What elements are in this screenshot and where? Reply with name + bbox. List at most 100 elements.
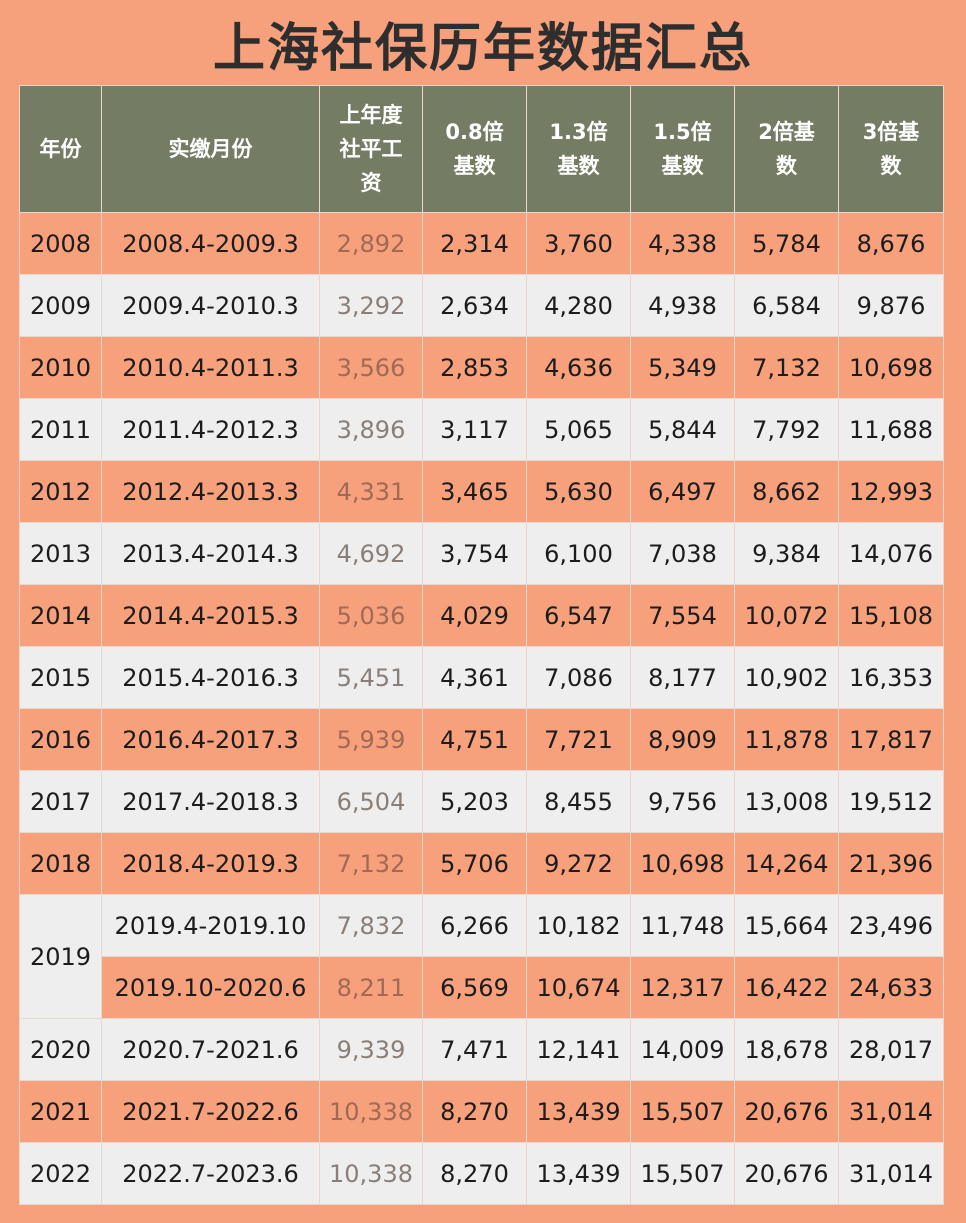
avg-wage-cell: 3,566 [319,336,423,399]
base-3x-cell: 11,688 [838,398,944,461]
table-row: 2020 2020.7-2021.6 9,339 7,471 12,141 14… [19,1018,944,1081]
year-cell: 2010 [19,336,102,399]
base-1-5x-cell: 12,317 [630,956,735,1019]
base-2x-cell: 13,008 [734,770,839,833]
period-cell: 2014.4-2015.3 [101,584,320,647]
base-3x-cell: 15,108 [838,584,944,647]
avg-wage-cell: 4,331 [319,460,423,523]
base-3x-cell: 16,353 [838,646,944,709]
year-cell: 2016 [19,708,102,771]
period-cell: 2018.4-2019.3 [101,832,320,895]
base-3x-cell: 12,993 [838,460,944,523]
table-row: 2009 2009.4-2010.3 3,292 2,634 4,280 4,9… [19,274,944,337]
period-cell: 2009.4-2010.3 [101,274,320,337]
table-row: 2018 2018.4-2019.3 7,132 5,706 9,272 10,… [19,832,944,895]
table-row: 2015 2015.4-2016.3 5,451 4,361 7,086 8,1… [19,646,944,709]
period-cell: 2019.10-2020.6 [101,956,320,1019]
base-1-5x-cell: 8,177 [630,646,735,709]
base-1-3x-cell: 10,674 [526,956,631,1019]
base-1-3x-cell: 13,439 [526,1080,631,1143]
table-row: 2021 2021.7-2022.6 10,338 8,270 13,439 1… [19,1080,944,1143]
base-1-5x-cell: 6,497 [630,460,735,523]
base-3x-cell: 9,876 [838,274,944,337]
avg-wage-cell: 3,896 [319,398,423,461]
base-3x-cell: 14,076 [838,522,944,585]
base-2x-cell: 20,676 [734,1080,839,1143]
avg-wage-cell: 5,939 [319,708,423,771]
base-1-5x-cell: 5,349 [630,336,735,399]
base-0-8x-cell: 3,465 [422,460,527,523]
period-cell: 2019.4-2019.10 [101,894,320,957]
base-0-8x-cell: 7,471 [422,1018,527,1081]
base-0-8x-cell: 6,266 [422,894,527,957]
base-0-8x-cell: 3,117 [422,398,527,461]
base-1-3x-cell: 7,721 [526,708,631,771]
base-1-5x-cell: 11,748 [630,894,735,957]
year-cell: 2013 [19,522,102,585]
base-1-3x-cell: 5,065 [526,398,631,461]
base-3x-cell: 31,014 [838,1080,944,1143]
base-0-8x-cell: 4,029 [422,584,527,647]
base-2x-cell: 9,384 [734,522,839,585]
base-1-5x-cell: 4,338 [630,212,735,275]
avg-wage-cell: 8,211 [319,956,423,1019]
base-0-8x-cell: 4,751 [422,708,527,771]
base-0-8x-cell: 2,314 [422,212,527,275]
avg-wage-cell: 10,338 [319,1080,423,1143]
base-1-5x-cell: 4,938 [630,274,735,337]
table-row: 2019.10-2020.6 8,211 6,569 10,674 12,317… [20,956,944,1019]
header-1-3x: 1.3倍基数 [526,85,631,213]
base-2x-cell: 10,902 [734,646,839,709]
avg-wage-cell: 7,132 [319,832,423,895]
avg-wage-cell: 2,892 [319,212,423,275]
base-0-8x-cell: 5,706 [422,832,527,895]
base-2x-cell: 14,264 [734,832,839,895]
avg-wage-cell: 5,036 [319,584,423,647]
base-1-3x-cell: 6,547 [526,584,631,647]
base-0-8x-cell: 8,270 [422,1080,527,1143]
base-2x-cell: 20,676 [734,1142,839,1205]
base-3x-cell: 21,396 [838,832,944,895]
table-row: 2022 2022.7-2023.6 10,338 8,270 13,439 1… [19,1142,944,1205]
base-0-8x-cell: 3,754 [422,522,527,585]
base-3x-cell: 31,014 [838,1142,944,1205]
base-1-5x-cell: 10,698 [630,832,735,895]
year-cell: 2020 [19,1018,102,1081]
year-cell: 2008 [19,212,102,275]
base-1-5x-cell: 7,038 [630,522,735,585]
base-1-5x-cell: 15,507 [630,1142,735,1205]
period-cell: 2010.4-2011.3 [101,336,320,399]
base-2x-cell: 18,678 [734,1018,839,1081]
table-row: 2014 2014.4-2015.3 5,036 4,029 6,547 7,5… [19,584,944,647]
year-cell: 2009 [19,274,102,337]
year-cell: 2017 [19,770,102,833]
period-cell: 2015.4-2016.3 [101,646,320,709]
table-row: 2010 2010.4-2011.3 3,566 2,853 4,636 5,3… [19,336,944,399]
base-0-8x-cell: 6,569 [422,956,527,1019]
base-2x-cell: 15,664 [734,894,839,957]
period-cell: 2020.7-2021.6 [101,1018,320,1081]
base-3x-cell: 17,817 [838,708,944,771]
table-row: 2016 2016.4-2017.3 5,939 4,751 7,721 8,9… [19,708,944,771]
base-2x-cell: 11,878 [734,708,839,771]
period-cell: 2022.7-2023.6 [101,1142,320,1205]
base-1-5x-cell: 15,507 [630,1080,735,1143]
avg-wage-cell: 6,504 [319,770,423,833]
table-row: 2008 2008.4-2009.3 2,892 2,314 3,760 4,3… [19,212,944,275]
header-0-8x: 0.8倍基数 [422,85,527,213]
base-0-8x-cell: 4,361 [422,646,527,709]
header-avg-wage: 上年度社平工资 [319,85,423,213]
year-cell: 2011 [19,398,102,461]
base-2x-cell: 10,072 [734,584,839,647]
base-1-3x-cell: 8,455 [526,770,631,833]
year-cell: 2014 [19,584,102,647]
year-cell: 2012 [19,460,102,523]
base-0-8x-cell: 2,634 [422,274,527,337]
period-cell: 2021.7-2022.6 [101,1080,320,1143]
base-2x-cell: 7,132 [734,336,839,399]
table-row: 2013 2013.4-2014.3 4,692 3,754 6,100 7,0… [19,522,944,585]
base-1-3x-cell: 12,141 [526,1018,631,1081]
base-2x-cell: 5,784 [734,212,839,275]
avg-wage-cell: 7,832 [319,894,423,957]
base-3x-cell: 24,633 [838,956,944,1019]
